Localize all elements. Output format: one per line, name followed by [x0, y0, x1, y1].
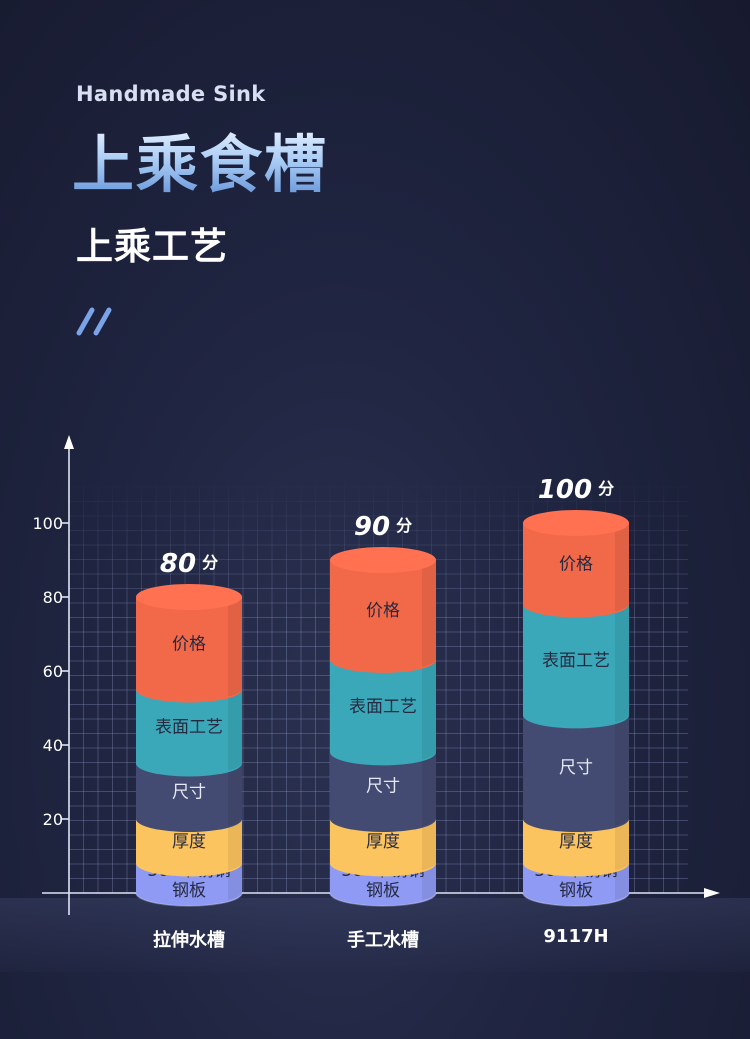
- bar-total-label: 100 分: [538, 475, 614, 505]
- bar-segment-label: 价格: [172, 634, 206, 654]
- bar-total-unit: 分: [202, 553, 218, 572]
- bar-segment: 表面工艺: [330, 659, 437, 766]
- bar-segment-shade: [422, 863, 436, 901]
- bar-segment-label: 价格: [366, 601, 400, 621]
- x-axis-arrow-icon: [704, 888, 720, 898]
- bar-segment-shade: [422, 659, 436, 760]
- bar-total-label: 90 分: [354, 512, 412, 542]
- x-category-label: 9117H: [543, 926, 609, 947]
- bar-segment: 厚度: [330, 819, 437, 877]
- y-tick-label: 40: [43, 736, 63, 755]
- bar-segment-body: [136, 597, 242, 703]
- bar-segment-label: 厚度: [172, 832, 206, 852]
- bar-total-value: 100: [538, 475, 592, 505]
- bar-segment-body: [330, 752, 436, 832]
- bar-segment-body: [330, 659, 437, 766]
- page-title: 上乘食槽: [72, 128, 329, 201]
- page-subtitle: 上乘工艺: [76, 225, 228, 268]
- x-category-label: 手工水槽: [347, 930, 419, 951]
- bar-total-unit: 分: [598, 479, 614, 498]
- bar-segment: 价格: [523, 510, 629, 618]
- bar-segment-body: [330, 560, 437, 673]
- bar-top-cap: [136, 584, 242, 610]
- y-tick-label: 20: [43, 810, 63, 829]
- y-axis-arrow-icon: [64, 435, 74, 449]
- bar-segment: 价格: [330, 547, 437, 673]
- bar-segment: 厚度: [523, 819, 629, 877]
- bar-segment-label: 厚度: [559, 832, 593, 852]
- bar-segment: 尺寸: [136, 763, 242, 832]
- bar-segment-shade: [228, 597, 242, 697]
- bar-base-rim: [522, 892, 630, 907]
- bar-segment-label: 表面工艺: [542, 651, 610, 671]
- bar-segment-body: [136, 819, 242, 877]
- bar-segment-body: [136, 689, 242, 777]
- bar-segment-body: [523, 819, 629, 877]
- bar-total-value: 90: [354, 512, 390, 542]
- double-slash-icon: [76, 307, 112, 336]
- chart-floor: [0, 898, 750, 972]
- bar-segment: 尺寸: [330, 752, 436, 832]
- bar-segment-shade: [228, 863, 242, 901]
- bar-segment-shade: [615, 523, 629, 612]
- bar-top-cap: [330, 547, 436, 573]
- bar-base-rim: [329, 892, 437, 907]
- y-tick-label: 60: [43, 662, 63, 681]
- bar-segment-body: [330, 819, 437, 877]
- bar-segment-label: 价格: [559, 555, 593, 575]
- bar-segment-body: [523, 715, 629, 832]
- bar-segment-label: 尺寸: [172, 782, 206, 802]
- bar-segment-shade: [422, 819, 436, 871]
- bar-segment-label: 表面工艺: [155, 718, 223, 738]
- bar-segment-shade: [422, 752, 436, 827]
- bar-segment-label: 钢板: [172, 881, 206, 901]
- bar-segment-shade: [615, 863, 629, 901]
- bar-segment-label: 尺寸: [366, 777, 400, 797]
- bar-segment-label: 钢板: [559, 881, 593, 901]
- bar-segment: 表面工艺: [523, 604, 629, 729]
- stacked-bar: 304不锈钢钢板厚度尺寸表面工艺价格: [522, 510, 630, 907]
- bar-segment-label: 表面工艺: [349, 697, 417, 717]
- bar-segment: 表面工艺: [136, 689, 242, 777]
- bar-segment-shade: [228, 763, 242, 827]
- bar-total-unit: 分: [396, 516, 412, 535]
- stacked-bar: 304不锈钢钢板厚度尺寸表面工艺价格: [135, 584, 243, 907]
- bar-segment-shade: [615, 604, 629, 723]
- bar-segment: 尺寸: [523, 715, 629, 832]
- bar-segment-label: 尺寸: [559, 758, 593, 778]
- bar-segment-shade: [615, 819, 629, 871]
- y-tick-label: 80: [43, 588, 63, 607]
- bar-segment-body: [523, 523, 629, 618]
- bar-segment-shade: [615, 715, 629, 827]
- bar-top-cap: [523, 510, 629, 536]
- bar-segment-label: 钢板: [366, 881, 400, 901]
- kicker-text: Handmade Sink: [76, 82, 266, 106]
- bar-segment: 厚度: [136, 819, 242, 877]
- bar-segment-shade: [422, 560, 436, 668]
- bar-segment-label: 厚度: [366, 832, 400, 852]
- bar-segment-shade: [228, 819, 242, 871]
- bar-base-rim: [135, 892, 243, 907]
- bar-segment-body: [523, 604, 629, 729]
- bar-total-label: 80 分: [160, 549, 218, 579]
- bar-segment-body: [136, 763, 242, 832]
- bar-segment: 价格: [136, 584, 242, 703]
- bar-total-value: 80: [160, 549, 196, 579]
- y-tick-label: 100: [32, 514, 63, 533]
- x-category-label: 拉伸水槽: [153, 930, 225, 951]
- stacked-bar: 304不锈钢钢板厚度尺寸表面工艺价格: [329, 547, 437, 907]
- bar-segment-shade: [228, 689, 242, 771]
